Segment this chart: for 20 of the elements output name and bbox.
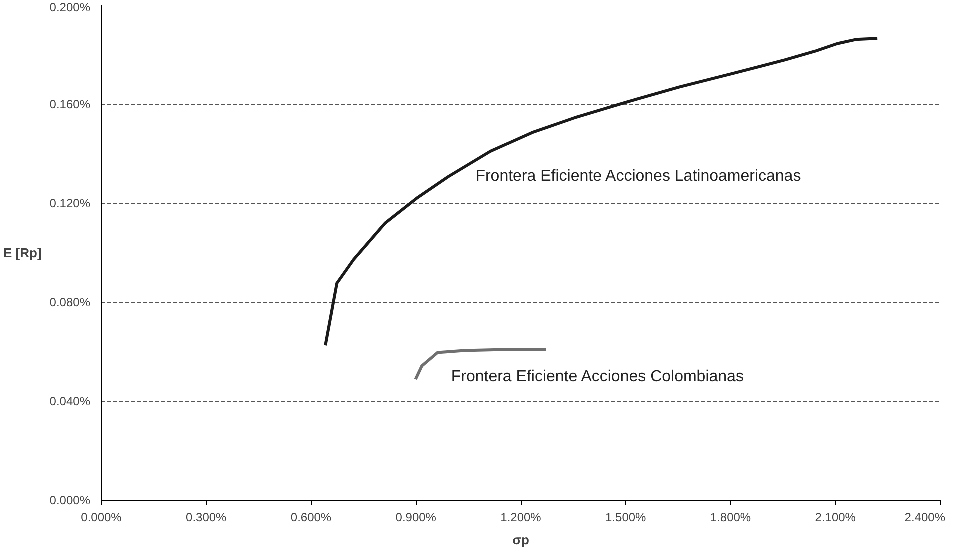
x-tick-label: 1.500% [606, 510, 647, 524]
x-tick-label: 0.600% [290, 510, 332, 524]
x-tick-label: 0.000% [81, 510, 122, 524]
x-axis-title: σp [512, 532, 530, 548]
y-tick-label: 0.040% [50, 394, 91, 408]
series-label: Frontera Eficiente Acciones Colombianas [451, 368, 744, 386]
y-tick-label: 0.080% [50, 296, 91, 310]
x-tick-label: 1.800% [710, 510, 752, 524]
x-tick-label: 2.400% [904, 510, 946, 524]
x-tick-label: 1.200% [500, 510, 542, 524]
series-label: Frontera Eficiente Acciones Latinoamericanas [476, 168, 802, 185]
line-series [324, 37, 880, 348]
y-tick-label: 0.200% [50, 0, 91, 14]
x-tick-label: 0.900% [396, 510, 437, 524]
y-axis-title: E [Rp] [4, 246, 42, 260]
x-tick-label: 2.100% [815, 510, 856, 524]
y-tick-label: 0.000% [50, 494, 91, 508]
y-tick-label: 0.160% [50, 98, 91, 112]
y-tick-label: 0.120% [50, 196, 91, 210]
x-tick-label: 0.300% [186, 510, 228, 524]
